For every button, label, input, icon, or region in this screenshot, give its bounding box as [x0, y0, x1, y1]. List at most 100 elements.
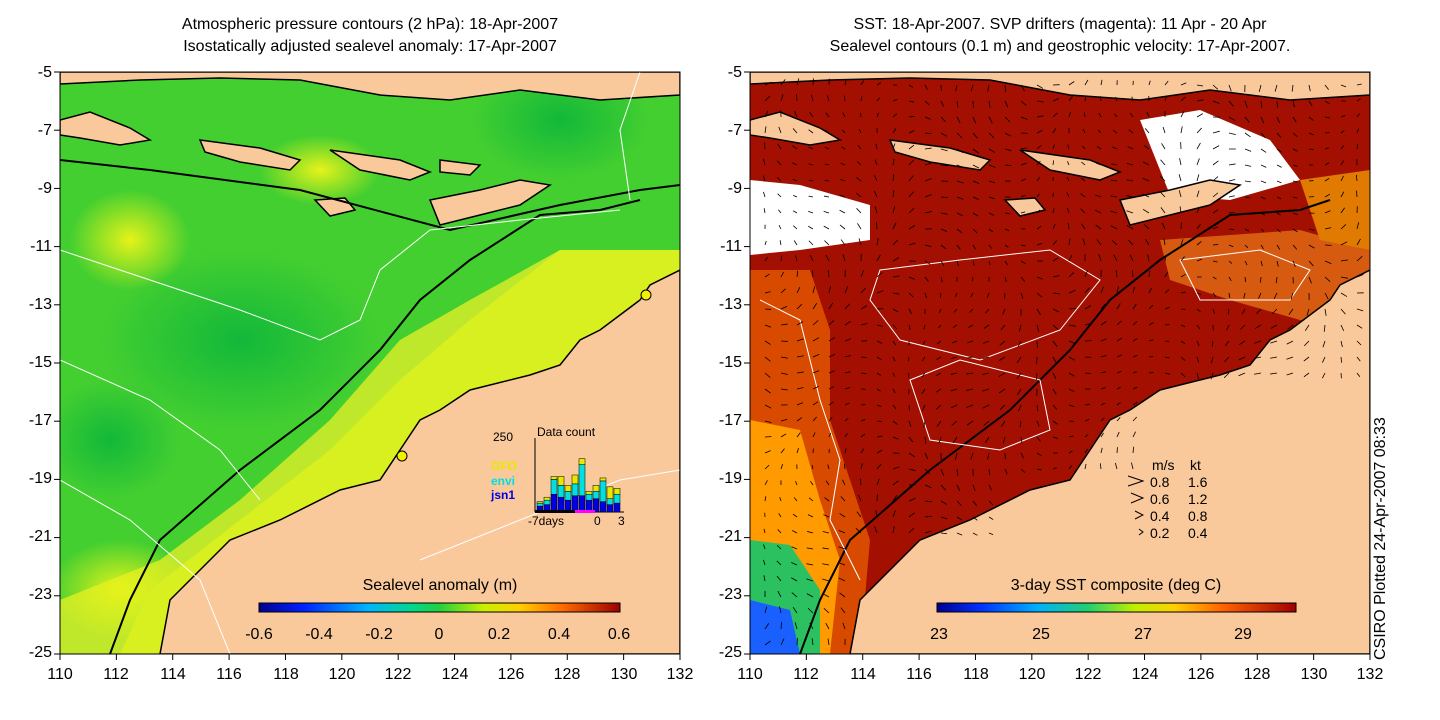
velocity-arrow: [764, 340, 771, 345]
velocity-arrow: [856, 511, 862, 518]
australia-land: [849, 269, 1370, 654]
velocity-arrow: [764, 623, 770, 630]
velocity-arrow: [1308, 100, 1313, 107]
velocity-arrow: [796, 355, 804, 358]
velocity-arrow: [1095, 178, 1102, 182]
velocity-arrow: [1116, 370, 1122, 374]
velocity-arrow: [1210, 356, 1214, 364]
lat-tick-left: -15: [28, 354, 52, 371]
velocity-arrow: [988, 148, 996, 153]
velocity-arrow: [1244, 276, 1247, 283]
velocity-arrow: [840, 607, 846, 614]
velocity-arrow: [792, 145, 798, 150]
data-count-bar-envi: [606, 498, 614, 505]
velocity-arrow: [921, 356, 926, 362]
velocity-arrow-icon: [1134, 510, 1145, 520]
velocity-arrow: [1258, 84, 1262, 92]
velocity-arrow: [1308, 132, 1314, 136]
data-count-bar-gfo: [564, 485, 572, 492]
velocity-arrow: [1020, 116, 1028, 120]
pressure-contour: [60, 359, 261, 501]
velocity-arrow: [1100, 321, 1107, 326]
velocity-arrow: [1324, 116, 1330, 119]
velocity-arrow: [967, 340, 974, 344]
velocity-arrow: [809, 111, 814, 118]
velocity-arrow: [1126, 210, 1134, 214]
velocity-arrow: [1036, 436, 1041, 442]
velocity-arrow: [1180, 126, 1183, 134]
velocity-arrow: [764, 142, 766, 150]
sla-low-anomaly: [60, 380, 180, 500]
velocity-arrow: [982, 388, 990, 392]
velocity-arrow: [908, 207, 915, 214]
velocity-arrow: [806, 593, 814, 598]
velocity-arrow: [780, 271, 785, 278]
velocity-arrow: [908, 191, 914, 198]
velocity-arrow: [1052, 275, 1060, 278]
velocity-arrow: [892, 526, 895, 534]
velocity-arrow: [780, 463, 784, 470]
velocity-arrow: [967, 324, 974, 328]
lat-tick-left: -9: [37, 180, 52, 197]
velocity-arrow: [1148, 322, 1154, 326]
velocity-arrow: [841, 146, 846, 150]
velocity-arrow: [812, 432, 816, 438]
velocity-arrow: [838, 529, 846, 534]
velocity-arrow: [1303, 372, 1310, 378]
velocity-arrow: [776, 560, 782, 566]
velocity-arrow: [908, 497, 916, 502]
velocity-arrow: [1110, 179, 1118, 182]
velocity-arrow: [822, 593, 830, 598]
lon-tick-left: 122: [384, 666, 412, 683]
velocity-arrow: [908, 308, 912, 314]
velocity-arrow: [1270, 324, 1278, 329]
sst-colorbar-ticks: 23 25 27 29: [930, 626, 1252, 643]
velocity-arrow: [1116, 354, 1122, 358]
velocity-arrow: [1004, 228, 1010, 231]
velocity-arrow: [1004, 100, 1009, 108]
velocity-arrow: [892, 495, 898, 502]
velocity-arrow: [792, 210, 798, 214]
velocity-arrow: [983, 420, 990, 426]
velocity-arrow: [1036, 209, 1041, 214]
velocity-arrow: [1082, 128, 1086, 134]
sla-map: [60, 72, 680, 654]
velocity-arrow: [956, 500, 962, 506]
velocity-arrow: [935, 404, 942, 410]
sst-cloud-gap: [750, 180, 870, 255]
velocity-arrow: [892, 480, 899, 486]
velocity-arrow: [1180, 273, 1186, 278]
velocity-arrow: [823, 514, 830, 518]
sealevel-contour: [909, 359, 1051, 451]
velocity-arrow: [1004, 132, 1012, 137]
velocity-arrow: [1355, 174, 1358, 182]
velocity-arrow: [809, 255, 814, 262]
velocity-arrow: [988, 484, 992, 491]
velocity-arrow: [812, 401, 819, 406]
velocity-arrow: [892, 128, 897, 134]
shelf-contour: [109, 199, 641, 654]
velocity-arrow: [1274, 84, 1278, 92]
lat-tick-left: -13: [28, 296, 52, 313]
data-count-bar-envi: [564, 491, 572, 501]
velocity-arrow: [908, 436, 914, 443]
velocity-arrow: [1212, 145, 1220, 150]
velocity-arrow: [892, 257, 900, 262]
velocity-arrow: [1228, 292, 1231, 299]
velocity-arrow: [988, 468, 991, 476]
velocity-arrow: [827, 270, 830, 278]
sst-tick: 29: [1234, 626, 1252, 643]
velocity-arrow: [1084, 463, 1087, 470]
velocity-arrow: [1196, 340, 1200, 347]
velocity-arrow: [763, 191, 766, 198]
data-count-bar-jsn1: [557, 496, 565, 513]
velocity-arrow: [892, 356, 896, 362]
velocity-arrow: [1052, 208, 1055, 214]
velocity-arrow: [940, 516, 948, 520]
velocity-arrow: [1148, 339, 1154, 342]
velocity-arrow: [780, 372, 788, 375]
velocity-arrow: [1228, 163, 1236, 166]
velocity-arrow: [1052, 292, 1060, 295]
velocity-ms: 0.6: [1150, 491, 1170, 507]
velocity-arrow: [1068, 372, 1075, 377]
